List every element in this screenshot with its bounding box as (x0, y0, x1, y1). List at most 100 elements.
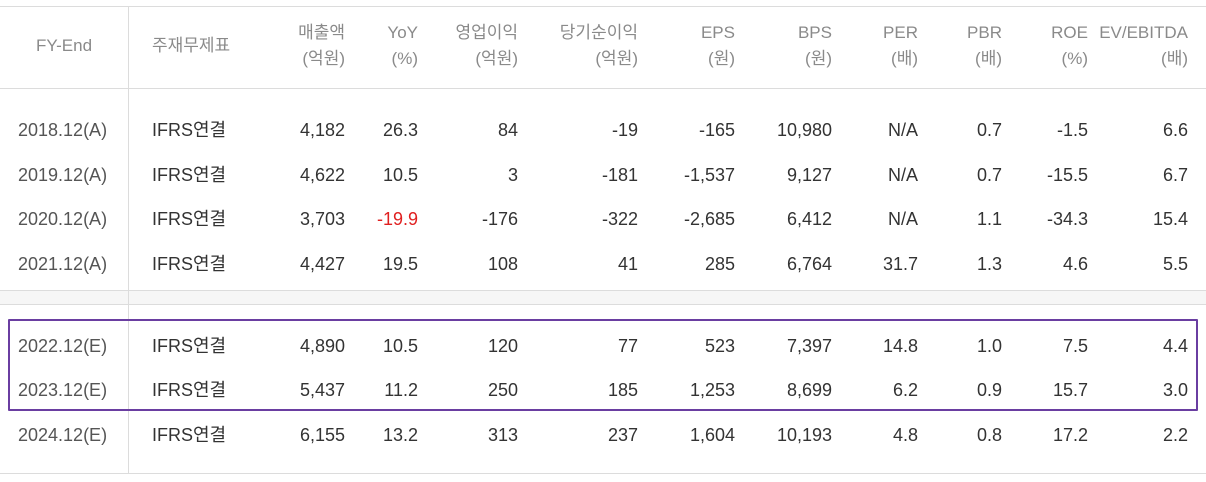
header-unit: (원) (708, 49, 735, 68)
table-row: 2019.12(A) IFRS연결 4,622 10.5 3 -181 -1,537 9,12… (0, 153, 1206, 197)
cell-operating-profit: 108 (487, 254, 518, 274)
cell-yoy: 13.2 (382, 425, 418, 445)
cell-bps: 6,764 (786, 254, 832, 274)
table-bottom-rule (0, 473, 1206, 474)
header-label: PER (883, 23, 918, 42)
top-rule (0, 6, 1206, 7)
cell-revenue: 4,890 (299, 336, 345, 356)
header-label: YoY (387, 23, 418, 42)
cell-pbr: 1.3 (976, 254, 1002, 274)
cell-eps: -2,685 (683, 209, 735, 229)
cell-roe: -34.3 (1046, 209, 1088, 229)
header-unit: (배) (891, 49, 918, 68)
estimate-highlight-box (8, 319, 1198, 411)
header-bottom-rule (0, 88, 1206, 89)
cell-bps: 7,397 (786, 336, 832, 356)
cell-fy-end: 2024.12(E) (18, 425, 108, 445)
cell-operating-profit: 120 (487, 336, 518, 356)
cell-eps: 285 (704, 254, 735, 274)
cell-eps: 523 (704, 336, 735, 356)
section-gap-top-rule (0, 290, 1206, 291)
header-label: EV/EBITDA (1099, 23, 1188, 42)
cell-net-income: 185 (607, 380, 638, 400)
header-roe: ROE (%) (1004, 20, 1088, 76)
cell-roe: -15.5 (1046, 165, 1088, 185)
cell-eps: 1,604 (689, 425, 735, 445)
cell-statement-type: IFRS연결 (152, 336, 227, 356)
table-row: 2018.12(A) IFRS연결 4,182 26.3 84 -19 -165 10,980… (0, 108, 1206, 152)
cell-revenue: 3,703 (299, 209, 345, 229)
cell-eps: -165 (698, 120, 735, 140)
cell-yoy: -19.9 (376, 209, 418, 229)
cell-statement-type: IFRS연결 (152, 120, 227, 140)
cell-fy-end: 2018.12(A) (18, 120, 108, 140)
cell-fy-end: 2023.12(E) (18, 380, 108, 400)
header-unit: (%) (391, 49, 418, 68)
cell-operating-profit: 313 (487, 425, 518, 445)
cell-per: 4.8 (892, 425, 918, 445)
cell-per: 6.2 (892, 380, 918, 400)
table-row: 2024.12(E) IFRS연결 6,155 13.2 313 237 1,604 10,1… (0, 413, 1206, 457)
cell-yoy: 26.3 (382, 120, 418, 140)
cell-per: N/A (887, 165, 918, 185)
cell-revenue: 5,437 (299, 380, 345, 400)
cell-statement-type: IFRS연결 (152, 165, 227, 185)
cell-net-income: 41 (617, 254, 638, 274)
header-eps: EPS (원) (640, 20, 735, 76)
header-label: 영업이익 (455, 23, 518, 42)
cell-operating-profit: 250 (487, 380, 518, 400)
table-row: 2022.12(E) IFRS연결 4,890 10.5 120 77 523 7,397 14… (0, 324, 1206, 368)
header-label: 매출액 (298, 23, 345, 42)
cell-ev-ebitda: 15.4 (1152, 209, 1188, 229)
cell-pbr: 0.8 (976, 425, 1002, 445)
cell-per: 31.7 (882, 254, 918, 274)
header-unit: (억원) (595, 49, 638, 68)
cell-revenue: 4,427 (299, 254, 345, 274)
cell-roe: -1.5 (1056, 120, 1088, 140)
cell-yoy: 10.5 (382, 336, 418, 356)
cell-ev-ebitda: 2.2 (1162, 425, 1188, 445)
cell-eps: 1,253 (689, 380, 735, 400)
cell-fy-end: 2021.12(A) (18, 254, 108, 274)
header-unit: (%) (1061, 49, 1088, 68)
header-statement-type: 주재무제표 (152, 33, 260, 89)
cell-pbr: 0.7 (976, 165, 1002, 185)
cell-statement-type: IFRS연결 (152, 254, 227, 274)
header-revenue: 매출액 (억원) (262, 20, 345, 76)
cell-operating-profit: 3 (507, 165, 518, 185)
header-unit: (원) (805, 49, 832, 68)
header-label: 당기순이익 (559, 23, 638, 42)
header-bps: BPS (원) (737, 20, 832, 76)
cell-operating-profit: 84 (497, 120, 518, 140)
cell-yoy: 11.2 (384, 380, 418, 400)
cell-net-income: -19 (611, 120, 638, 140)
cell-pbr: 0.9 (976, 380, 1002, 400)
cell-yoy: 19.5 (382, 254, 418, 274)
cell-operating-profit: -176 (481, 209, 518, 229)
section-gap-bottom-rule (0, 304, 1206, 305)
cell-roe: 7.5 (1062, 336, 1088, 356)
cell-roe: 17.2 (1052, 425, 1088, 445)
cell-bps: 10,980 (776, 120, 832, 140)
cell-eps: -1,537 (683, 165, 735, 185)
header-per: PER (배) (834, 20, 918, 76)
cell-per: 14.8 (882, 336, 918, 356)
cell-bps: 6,412 (786, 209, 832, 229)
header-label: PBR (967, 23, 1002, 42)
header-label: 주재무제표 (152, 36, 231, 55)
table-row: 2020.12(A) IFRS연결 3,703 -19.9 -176 -322 -2,685… (0, 197, 1206, 241)
cell-fy-end: 2022.12(E) (18, 336, 108, 356)
table-row: 2023.12(E) IFRS연결 5,437 11.2 250 185 1,253 8,69… (0, 368, 1206, 412)
cell-revenue: 4,622 (299, 165, 345, 185)
header-label: BPS (797, 23, 832, 42)
cell-pbr: 0.7 (976, 120, 1002, 140)
cell-net-income: 237 (607, 425, 638, 445)
first-column-divider (128, 6, 129, 474)
cell-net-income: 77 (617, 336, 638, 356)
cell-ev-ebitda: 6.6 (1162, 120, 1188, 140)
header-unit: (배) (975, 49, 1002, 68)
cell-yoy: 10.5 (382, 165, 418, 185)
header-pbr: PBR (배) (920, 20, 1002, 76)
cell-statement-type: IFRS연결 (152, 425, 227, 445)
